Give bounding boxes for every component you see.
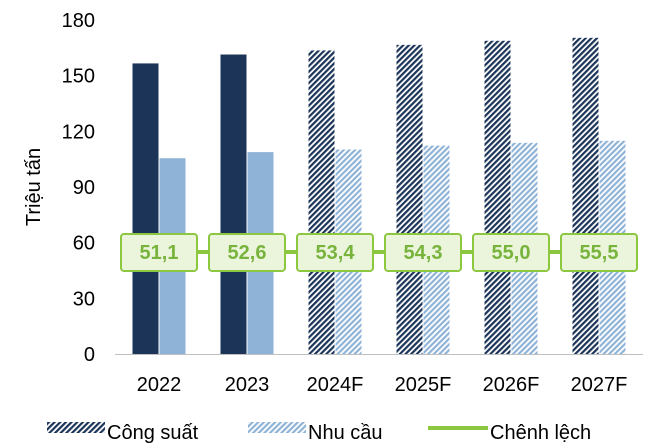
y-tick-label: 90 (73, 177, 95, 199)
x-tick-label: 2023 (225, 374, 270, 396)
x-tick-label: 2022 (137, 374, 182, 396)
bar-cong-suat (396, 44, 423, 355)
x-axis-ticks: 2022 2023 2024F 2025F 2026F 2027F (137, 374, 628, 396)
chenh-lech-value-label: 53,4 (316, 242, 356, 264)
difference-series: 51,1 52,6 53,4 54,3 55,0 55,5 (120, 232, 638, 272)
bar-cong-suat (220, 54, 247, 354)
chenh-lech-value-label: 52,6 (228, 242, 267, 264)
y-axis: 0 30 60 90 120 150 180 (62, 10, 95, 366)
bar-cong-suat (308, 50, 335, 354)
y-tick-label: 0 (84, 344, 95, 366)
chenh-lech-value-label: 55,5 (580, 242, 619, 264)
chenh-lech-label-box (296, 232, 374, 272)
y-tick-label: 150 (62, 66, 95, 88)
chenh-lech-value-label: 55,0 (492, 242, 531, 264)
chenh-lech-label-box (560, 232, 638, 272)
y-tick-label: 120 (62, 121, 95, 143)
bar-cong-suat (484, 40, 511, 354)
x-tick-label: 2026F (483, 374, 540, 396)
chenh-lech-label-box (384, 232, 462, 272)
legend-swatch-nhu-cau (248, 422, 306, 433)
legend-swatch-cong-suat (47, 422, 105, 433)
bar-cong-suat (132, 63, 159, 355)
y-tick-label: 30 (73, 288, 95, 310)
chenh-lech-value-label: 54,3 (404, 242, 443, 264)
legend-label-chenh-lech: Chênh lệch (490, 422, 591, 444)
bar-cong-suat (572, 37, 599, 355)
legend: Công suất Nhu cầu Chênh lệch (47, 422, 591, 444)
y-axis-title: Triệu tấn (23, 148, 45, 226)
bars (132, 37, 626, 355)
chenh-lech-value-label: 51,1 (140, 242, 179, 264)
y-tick-label: 180 (62, 10, 95, 32)
y-tick-label: 60 (73, 233, 95, 255)
legend-label-nhu-cau: Nhu cầu (308, 422, 383, 444)
x-tick-label: 2027F (571, 374, 628, 396)
chenh-lech-label-box (472, 232, 550, 272)
chenh-lech-label-box (208, 232, 286, 272)
legend-label-cong-suat: Công suất (107, 422, 199, 444)
chenh-lech-label-box (120, 232, 198, 272)
x-tick-label: 2025F (395, 374, 452, 396)
x-tick-label: 2024F (307, 374, 364, 396)
